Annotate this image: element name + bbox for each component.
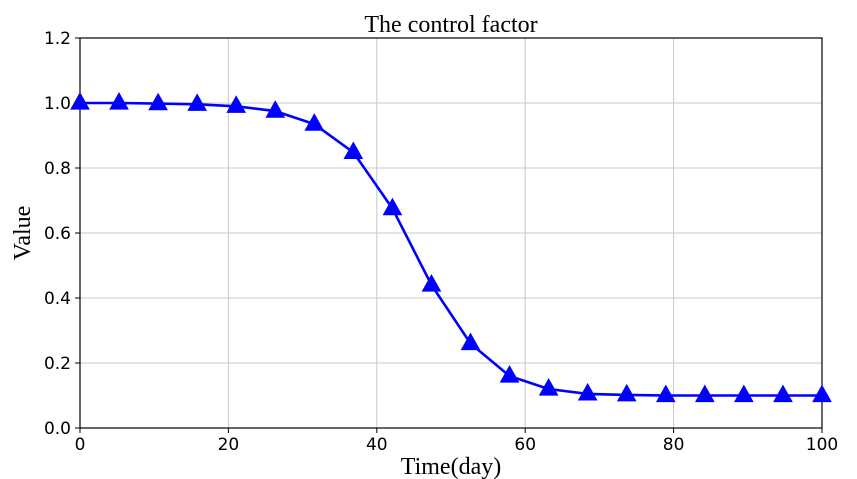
y-tick-label: 1.0	[44, 94, 71, 114]
y-tick-label: 0.8	[44, 159, 71, 179]
triangle-marker	[382, 197, 403, 216]
y-tick-label: 0.6	[44, 224, 71, 244]
ticks: 0 20 40 60 80 100 0.0 0.2 0.4 0.6 0.8 1.0 1.2	[44, 29, 838, 455]
triangle-marker	[655, 384, 676, 403]
triangle-marker	[304, 113, 325, 131]
series	[70, 92, 832, 403]
triangle-marker	[460, 332, 481, 351]
triangle-marker	[226, 95, 247, 113]
triangle-marker	[421, 274, 442, 292]
triangle-marker	[109, 92, 129, 110]
triangle-marker	[187, 93, 208, 111]
x-tick-label: 0	[75, 435, 86, 455]
y-tick-label: 0.2	[44, 354, 71, 374]
triangle-marker	[616, 383, 637, 402]
triangle-marker	[343, 141, 364, 159]
triangle-marker	[773, 384, 793, 403]
y-tick-label: 0.0	[44, 419, 71, 439]
triangle-marker	[538, 378, 559, 396]
triangle-marker	[70, 92, 90, 110]
x-axis-label: Time(day)	[401, 454, 501, 479]
y-tick-label: 1.2	[44, 29, 71, 49]
x-tick-label: 20	[218, 435, 240, 455]
x-tick-label: 80	[663, 435, 685, 455]
grid	[79, 37, 823, 429]
x-tick-label: 100	[806, 435, 838, 455]
series-line	[80, 101, 822, 397]
triangle-marker	[577, 382, 598, 401]
chart-title: The control factor	[364, 12, 537, 38]
triangle-marker	[734, 384, 754, 403]
y-tick-label: 0.4	[44, 289, 71, 309]
triangle-marker	[499, 365, 520, 383]
y-axis-label: Value	[10, 206, 36, 261]
x-tick-label: 40	[366, 435, 388, 455]
triangle-marker	[265, 100, 286, 118]
triangle-marker	[148, 92, 168, 111]
triangle-marker	[812, 384, 832, 403]
triangle-marker	[694, 384, 715, 403]
x-tick-label: 60	[514, 435, 536, 455]
